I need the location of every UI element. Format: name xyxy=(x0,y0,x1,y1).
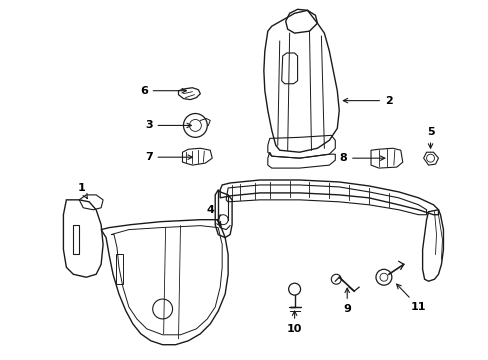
Text: 6: 6 xyxy=(140,86,186,96)
Text: 7: 7 xyxy=(144,152,192,162)
Text: 10: 10 xyxy=(286,311,302,334)
Text: 8: 8 xyxy=(339,153,384,163)
Text: 4: 4 xyxy=(206,205,221,226)
Text: 2: 2 xyxy=(343,96,392,105)
Text: 5: 5 xyxy=(426,127,433,148)
Text: 1: 1 xyxy=(77,183,87,198)
Text: 9: 9 xyxy=(343,288,350,314)
Text: 11: 11 xyxy=(396,284,426,312)
Text: 3: 3 xyxy=(144,121,191,130)
